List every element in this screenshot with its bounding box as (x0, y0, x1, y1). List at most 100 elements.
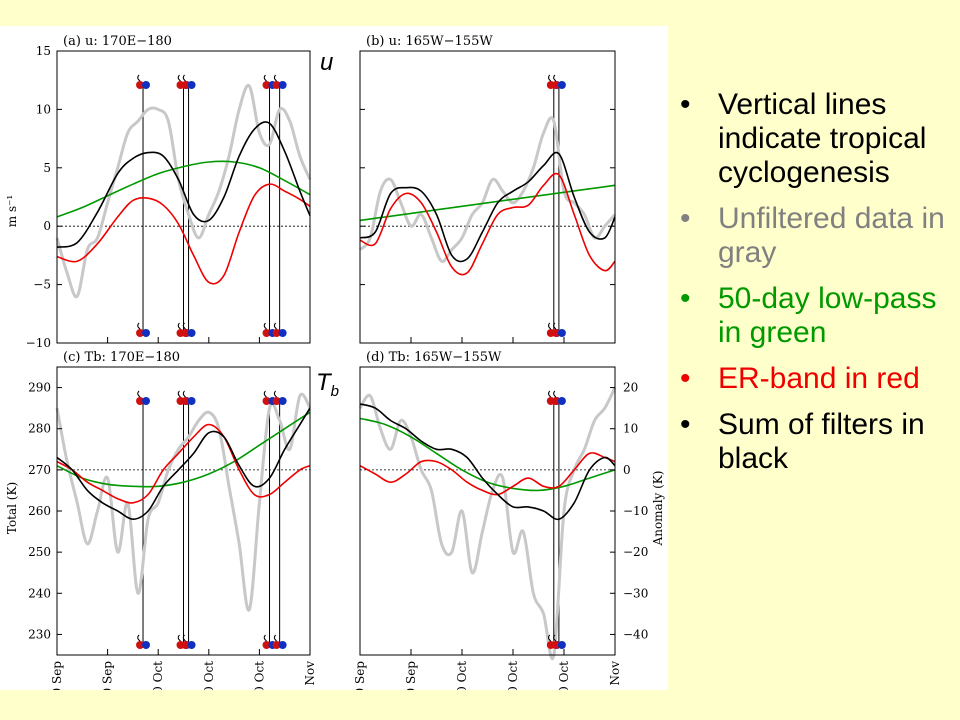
series-line-low-pass (56, 411, 311, 488)
cyclone-symbol-blue-0 (142, 397, 151, 405)
x-tick-label: 20 Sep (353, 661, 367, 690)
tb-variable-label: Tb (316, 369, 339, 400)
figure-panel: u Tb m s⁻¹ Total (K) Anomaly (K) −10 −5 0 5… (0, 26, 668, 690)
series-line-unfiltered (55, 83, 312, 299)
cyclone-symbol-tail-0 (548, 634, 552, 642)
series-line-er-band (56, 423, 311, 504)
cyclone-symbol-blue-4 (278, 81, 287, 89)
cyclone-symbol-tail-1 (177, 634, 181, 642)
bullet-item: • ER-band in red (680, 362, 950, 396)
x-tick-label: 30 Oct (557, 661, 571, 690)
panel-title: (b) u: 165W−155W (366, 34, 493, 49)
cyclone-symbol-red-4 (272, 329, 281, 337)
cyclone-symbol-tail-4 (273, 634, 277, 642)
cyclone-symbol-red-0 (136, 641, 145, 649)
cyclone-symbol-red-1 (551, 397, 560, 405)
panel-title: (d) Tb: 165W−155W (366, 350, 502, 365)
cyclone-symbol-blue-0 (142, 641, 151, 649)
bullet-glyph: • (680, 362, 691, 395)
cyclone-symbol-blue-2 (187, 329, 196, 337)
cyclone-symbol-tail-2 (182, 74, 186, 82)
cyclone-symbol-blue-2 (187, 397, 196, 405)
cyclone-symbol-tail-1 (553, 74, 557, 82)
cyclone-symbol-red-3 (262, 81, 271, 89)
x-tick-label: 10 Oct (455, 661, 469, 690)
y-tick-label: −10 (26, 336, 51, 350)
total-axis-label: Total (K) (5, 482, 19, 534)
cyclone-symbol-red-4 (272, 641, 281, 649)
x-tick-label: 20 Sep (50, 661, 64, 690)
cyclone-symbol-red-0 (136, 329, 145, 337)
panel-title: (a) u: 170E−180 (63, 34, 172, 49)
cyclone-symbol-tail-1 (553, 390, 557, 398)
cyclone-symbol-red-2 (181, 641, 190, 649)
bullet-glyph: • (680, 408, 691, 441)
cyclone-symbol-tail-1 (177, 390, 181, 398)
series-line-er-band (359, 172, 616, 276)
plot-frame (56, 50, 311, 344)
cyclone-symbol-blue-2 (187, 81, 196, 89)
cyclone-symbol-red-4 (272, 81, 281, 89)
plot-frame (359, 50, 616, 344)
cyclone-symbol-tail-0 (137, 634, 141, 642)
cyclone-symbol-blue-4 (278, 397, 287, 405)
cyclone-symbol-tail-0 (548, 390, 552, 398)
y-tick-label: −5 (33, 278, 51, 292)
series-line-er-band (56, 183, 311, 285)
cyclone-symbol-red-4 (272, 397, 281, 405)
y-tick-label: 20 (623, 381, 638, 395)
cyclone-symbol-red-3 (262, 329, 271, 337)
cyclone-symbol-blue-0 (142, 329, 151, 337)
bullet-glyph: • (680, 282, 691, 315)
x-tick-label: 30 Sep (101, 661, 115, 690)
x-tick-label: 30 Sep (404, 661, 418, 690)
x-tick-label: 20 Oct (202, 661, 216, 690)
cyclone-symbol-tail-1 (553, 322, 557, 330)
u-axis-label: m s⁻¹ (5, 195, 19, 228)
y-tick-label: 5 (43, 161, 51, 175)
y-tick-label: 250 (28, 545, 51, 559)
panel-title: (c) Tb: 170E−180 (63, 350, 180, 365)
u-variable-label: u (320, 49, 333, 76)
y-tick-label: 10 (623, 422, 638, 436)
bullet-list: • Vertical lines indicate tropical cyclog… (680, 88, 950, 488)
cyclone-symbol-tail-4 (273, 390, 277, 398)
cyclone-symbol-tail-1 (553, 634, 557, 642)
cyclone-symbol-blue-1 (557, 329, 566, 337)
cyclone-symbol-tail-0 (137, 322, 141, 330)
chart-area: u Tb m s⁻¹ Total (K) Anomaly (K) −10 −5 0 5… (5, 34, 665, 690)
y-tick-label: 10 (36, 102, 51, 116)
cyclone-symbol-tail-1 (177, 322, 181, 330)
cyclone-symbol-tail-2 (182, 322, 186, 330)
y-tick-label: 260 (28, 504, 51, 518)
cyclone-symbol-red-0 (136, 397, 145, 405)
y-tick-label: 280 (28, 422, 51, 436)
cyclone-symbol-red-2 (181, 397, 190, 405)
bullet-text: Sum of filters in black (718, 408, 925, 475)
cyclone-symbol-red-1 (551, 641, 560, 649)
cyclone-symbol-tail-3 (263, 322, 267, 330)
cyclone-symbol-blue-2 (187, 641, 196, 649)
bullet-glyph: • (680, 202, 691, 235)
anomaly-axis-label: Anomaly (K) (651, 471, 665, 547)
x-tick-label: 09 Nov (608, 661, 622, 690)
x-tick-label: 30 Oct (252, 661, 266, 690)
bullet-item: • Sum of filters in black (680, 408, 950, 476)
bullet-glyph: • (680, 88, 691, 121)
cyclone-symbol-blue-4 (278, 641, 287, 649)
cyclone-symbol-blue-0 (142, 81, 151, 89)
y-tick-label: −40 (623, 627, 648, 641)
y-tick-label: 240 (28, 586, 51, 600)
cyclone-symbol-tail-1 (177, 74, 181, 82)
bullet-text: 50-day low-pass in green (718, 282, 937, 349)
bullet-item: • Vertical lines indicate tropical cyclog… (680, 88, 950, 190)
bullet-item: • 50-day low-pass in green (680, 282, 950, 350)
cyclone-symbol-red-3 (262, 397, 271, 405)
cyclone-symbol-red-3 (262, 641, 271, 649)
cyclone-symbol-tail-3 (263, 634, 267, 642)
cyclone-symbol-blue-1 (557, 81, 566, 89)
y-tick-label: −10 (623, 504, 648, 518)
y-tick-label: 0 (623, 463, 631, 477)
series-line-er-band (359, 452, 616, 496)
bullet-text: Unfiltered data in gray (718, 202, 945, 269)
